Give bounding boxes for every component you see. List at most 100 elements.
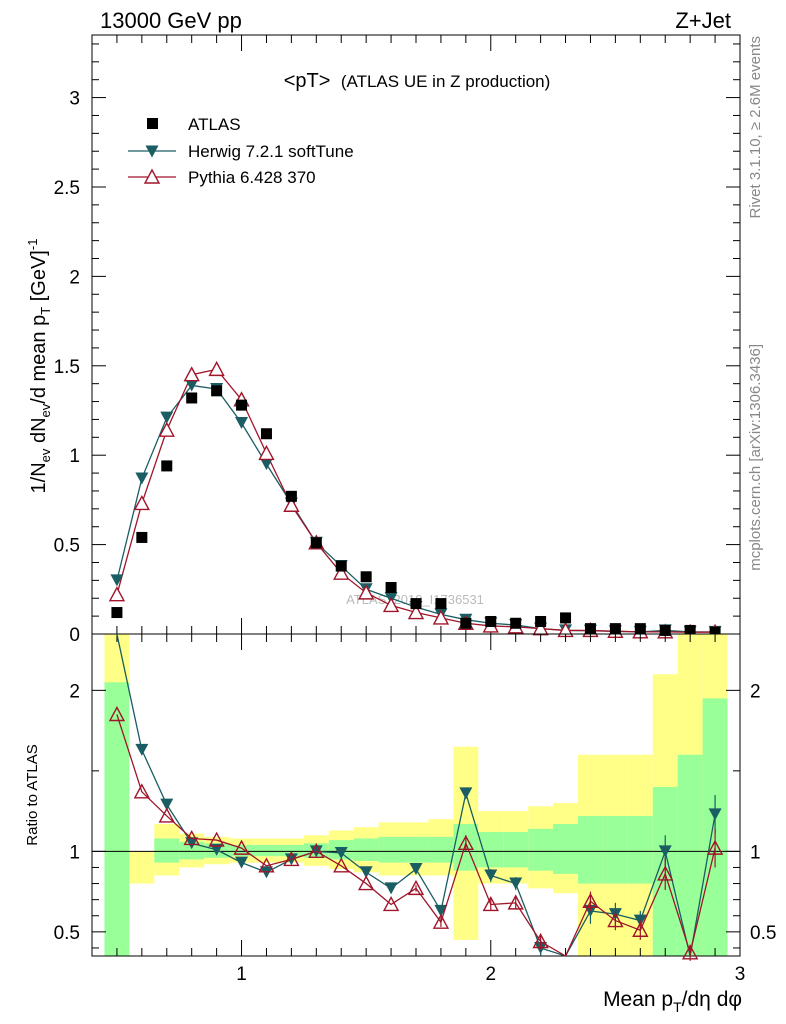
pythia-point — [432, 609, 450, 625]
pythia-ratio-point — [208, 831, 225, 847]
x-tick-label: 1 — [236, 964, 247, 985]
herwig-point — [135, 472, 149, 485]
pythia-point — [158, 421, 175, 437]
pythia-ratio-point — [108, 706, 126, 722]
side-label-rivet: Rivet 3.1.10, ≥ 2.6M events — [747, 36, 764, 219]
ratio-band-inner — [278, 844, 304, 857]
atlas-point — [385, 582, 397, 594]
pythia-point — [258, 444, 275, 461]
main-title: <pT> (ATLAS UE in Z production) — [284, 70, 551, 92]
ratio-band-inner — [353, 838, 379, 862]
herwig-point — [235, 417, 249, 430]
pythia-point — [208, 360, 225, 377]
pythia-ratio-point — [582, 892, 599, 908]
herwig-ratio-point — [434, 904, 448, 917]
y-tick-label: 3 — [69, 89, 80, 110]
xlabel-part-0: Mean p — [603, 988, 673, 1011]
herwig-point — [259, 458, 273, 471]
y-axis-title: 1/Nev dNev/d mean pT [GeV]-1 — [25, 239, 53, 494]
pythia-ratio-point — [283, 850, 300, 867]
herwig-ratio-point — [135, 743, 149, 756]
ratio-band-inner — [104, 682, 130, 956]
pythia-ratio-point — [183, 829, 200, 846]
atlas-point — [609, 623, 621, 635]
ratio-band-inner — [229, 844, 254, 857]
atlas-point — [460, 617, 472, 629]
ratio-band-inner — [254, 844, 279, 857]
herwig-point — [110, 574, 124, 587]
pythia-point — [382, 596, 400, 613]
ratio-band-inner — [428, 836, 454, 863]
y-tick-label: 1.5 — [54, 357, 80, 378]
ratio-y-axis-title: Ratio to ATLAS — [24, 744, 41, 845]
pythia-ratio-point — [532, 933, 549, 949]
herwig-ratio-point — [334, 846, 348, 859]
legend-marker-atlas — [147, 118, 158, 129]
ratio-y-tick-label-right: 2 — [750, 681, 761, 702]
ylabel-part-3: ev — [38, 403, 53, 417]
pythia-ratio-point — [507, 894, 524, 910]
pythia-ratio-point — [407, 879, 425, 896]
ylabel-part-7: -1 — [25, 239, 40, 251]
atlas-point — [634, 623, 646, 635]
pythia-ratio-point — [133, 783, 151, 799]
y-tick-label: 1 — [69, 446, 80, 467]
herwig-ratio-point — [235, 856, 249, 869]
y-tick-label: 0 — [69, 625, 80, 646]
atlas-point — [684, 624, 696, 636]
atlas-point — [360, 571, 372, 583]
pythia-ratio-point — [308, 842, 325, 859]
herwig-ratio-point — [509, 877, 523, 890]
pythia-ratio-point — [357, 875, 375, 891]
herwig-ratio-point — [384, 882, 398, 895]
atlas-point — [659, 624, 671, 636]
xlabel-part-1: T — [673, 999, 682, 1015]
y-tick-label: 2 — [69, 267, 80, 288]
pythia-point — [407, 604, 425, 620]
herwig-ratio-point — [359, 866, 373, 879]
atlas-point — [260, 428, 272, 440]
ratio-band-inner — [553, 823, 578, 874]
x-tick-label: 3 — [735, 964, 746, 985]
ylabel-part-5: T — [38, 307, 53, 315]
ratio-y-tick-label-right: 0.5 — [750, 923, 776, 944]
x-tick-label: 2 — [485, 964, 496, 985]
herwig-ratio-point — [459, 787, 473, 800]
atlas-point — [560, 612, 572, 624]
ylabel-part-4: /d mean p — [28, 315, 50, 404]
pythia-point — [133, 494, 151, 511]
atlas-point — [335, 560, 347, 572]
legend-label-pythia: Pythia 6.428 370 — [188, 168, 316, 187]
header-right: Z+Jet — [675, 8, 731, 33]
herwig-ratio-point — [409, 863, 423, 876]
herwig-ratio-point — [160, 798, 174, 811]
ylabel-part-2: dN — [28, 417, 50, 448]
herwig-point — [185, 379, 199, 392]
ratio-band-inner — [602, 815, 628, 884]
ratio-y-tick-label-left: 2 — [69, 681, 80, 702]
pythia-point — [183, 366, 200, 382]
pythia-ratio-point — [657, 865, 674, 881]
pythia-ratio-point — [432, 913, 450, 929]
pythia-ratio-point — [158, 807, 175, 823]
ratio-band-inner — [503, 832, 529, 868]
ratio-panel: 0.5 0.5 1 1 2 2 1 2 3 Ratio to ATLAS Mean pT/dη … — [24, 633, 776, 1015]
ylabel-part-1: ev — [38, 448, 53, 462]
pythia-point — [357, 584, 375, 600]
pythia-point — [108, 586, 126, 602]
ratio-band-inner — [478, 832, 504, 868]
ylabel-part-6: [GeV] — [28, 250, 50, 307]
atlas-point — [535, 615, 547, 627]
herwig-ratio-point — [185, 837, 199, 850]
legend-marker-herwig — [145, 145, 159, 158]
pythia-ratio-point — [681, 944, 699, 960]
ratio-band-outer — [129, 851, 155, 884]
pythia-ratio-point — [333, 857, 350, 873]
atlas-point — [410, 598, 422, 610]
herwig-ratio-point — [658, 845, 672, 858]
ratio-band-inner — [627, 815, 653, 884]
side-label-mcplots: mcplots.cern.ch [arXiv:1306.3436] — [747, 344, 764, 571]
main-panel: 0 0.5 1 1.5 2 2.5 3 <pT> (ATLAS UE in Z produc… — [25, 34, 741, 646]
ylabel-part-0: 1/N — [28, 462, 50, 493]
